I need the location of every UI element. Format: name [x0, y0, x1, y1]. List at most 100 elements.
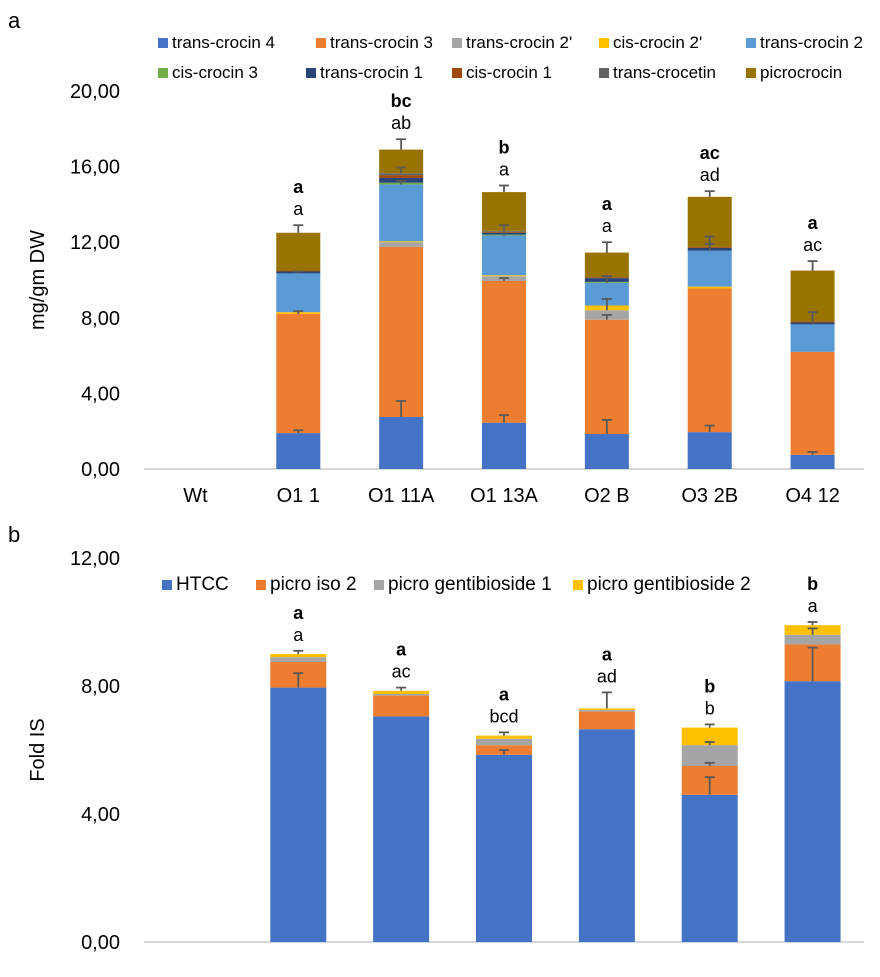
- bar-segment: [584, 319, 629, 435]
- significance-letter-bold: ac: [700, 143, 720, 163]
- x-tick-label: O1 13A: [470, 485, 538, 507]
- y-tick-label: 12,00: [70, 548, 120, 570]
- significance-letter-bold: a: [808, 213, 819, 233]
- bar-segment: [687, 286, 732, 289]
- legend-swatch: [162, 580, 172, 590]
- bar-segment: [482, 235, 526, 276]
- legend-label: trans-crocin 2: [760, 33, 863, 52]
- bar-segment: [270, 654, 327, 658]
- bar-segment: [373, 690, 430, 694]
- significance-letter: ab: [391, 113, 411, 133]
- bar-segment: [373, 695, 430, 717]
- significance-letter: a: [293, 625, 304, 645]
- legend-swatch: [158, 38, 168, 48]
- x-tick-label: O3 2: [688, 975, 731, 977]
- bar-segment: [276, 232, 321, 271]
- y-axis-title: mg/gm DW: [27, 230, 49, 330]
- significance-letter-bold: b: [499, 138, 510, 158]
- bar-segment: [681, 745, 738, 766]
- y-tick-label: 20,00: [70, 81, 120, 103]
- bar-segment: [270, 687, 327, 942]
- legend-label: trans-crocin 4: [172, 33, 275, 52]
- significance-letter: a: [808, 596, 819, 616]
- bar-segment: [578, 708, 635, 710]
- y-tick-label: 0,00: [81, 932, 120, 954]
- x-tick-label: O2 B: [584, 975, 630, 977]
- significance-letter-bold: a: [293, 603, 304, 623]
- x-tick-label: O1 1: [277, 485, 320, 507]
- legend-label: trans-crocin 2': [466, 33, 572, 52]
- significance-letter: a: [602, 216, 613, 236]
- y-tick-label: 16,00: [70, 157, 120, 179]
- legend-swatch: [599, 38, 609, 48]
- legend-label: picro gentibioside 1: [388, 574, 552, 595]
- significance-letter-bold: b: [807, 574, 818, 594]
- y-tick-label: 8,00: [81, 676, 120, 698]
- bar-segment: [379, 242, 424, 247]
- legend-label: trans-crocetin: [613, 63, 716, 82]
- x-tick-label: O1 13A: [470, 975, 538, 977]
- significance-letter-bold: b: [704, 676, 715, 696]
- bar-segment: [276, 314, 321, 434]
- legend-swatch: [452, 68, 462, 78]
- legend-swatch: [746, 38, 756, 48]
- bar-segment: [584, 282, 629, 306]
- bar-segment: [584, 434, 629, 469]
- x-tick-label: O1 1: [277, 975, 320, 977]
- y-tick-label: 4,00: [81, 383, 120, 405]
- bar-segment: [584, 252, 629, 278]
- bar-segment: [578, 711, 635, 730]
- bar-segment: [379, 184, 424, 242]
- significance-letter: bcd: [489, 706, 518, 726]
- x-tick-label: Wt: [183, 485, 208, 507]
- y-tick-label: 12,00: [70, 232, 120, 254]
- bar-segment: [379, 173, 424, 176]
- legend-swatch: [573, 580, 583, 590]
- bar-segment: [790, 454, 835, 469]
- bar-segment: [276, 273, 321, 313]
- significance-letter-bold: a: [293, 177, 304, 197]
- bar-segment: [276, 433, 321, 469]
- legend-label: HTCC: [176, 574, 229, 595]
- legend-swatch: [599, 68, 609, 78]
- significance-letter-bold: a: [499, 684, 510, 704]
- significance-letter-bold: a: [396, 640, 407, 660]
- y-tick-label: 0,00: [81, 459, 120, 481]
- bar-segment: [681, 727, 738, 746]
- bar-segment: [270, 657, 327, 662]
- legend-swatch: [256, 580, 266, 590]
- x-tick-label: O1 11A: [368, 975, 435, 977]
- x-tick-label: O4 12: [785, 485, 839, 507]
- legend-label: cis-crocin 1: [466, 63, 552, 82]
- bar-segment: [578, 710, 635, 712]
- x-tick-label: Wt: [183, 975, 208, 977]
- significance-letter: ac: [392, 662, 411, 682]
- legend-label: picro gentibioside 2: [587, 574, 751, 595]
- legend-label: cis-crocin 2': [613, 33, 702, 52]
- legend-label: picro iso 2: [270, 574, 357, 595]
- panel-b-letter: b: [8, 522, 21, 547]
- bar-segment: [790, 351, 835, 455]
- legend-swatch: [746, 68, 756, 78]
- bar-segment: [379, 246, 424, 418]
- legend-label: picrocrocin: [760, 63, 842, 82]
- bar-segment: [373, 716, 430, 942]
- significance-letter-bold: a: [602, 194, 613, 214]
- chart-a: 0,00 4,00 8,00 12,00 16,00 20,00 mg/gm DW Wt O1 …: [27, 33, 864, 507]
- significance-letter-bold: a: [602, 644, 613, 664]
- y-tick-label: 8,00: [81, 308, 120, 330]
- bar-segment: [687, 288, 732, 433]
- significance-letter: ac: [803, 235, 822, 255]
- bar-segment: [373, 694, 430, 696]
- bar-segment: [476, 754, 532, 942]
- bar-segment: [379, 175, 424, 178]
- legend-swatch: [316, 38, 326, 48]
- legend-swatch: [374, 580, 384, 590]
- significance-letter: a: [499, 160, 510, 180]
- bar-segment: [379, 417, 424, 469]
- bar-segment: [482, 275, 526, 277]
- significance-letter: ad: [700, 165, 720, 185]
- legend-label: trans-crocin 1: [320, 63, 423, 82]
- significance-letter: b: [705, 698, 715, 718]
